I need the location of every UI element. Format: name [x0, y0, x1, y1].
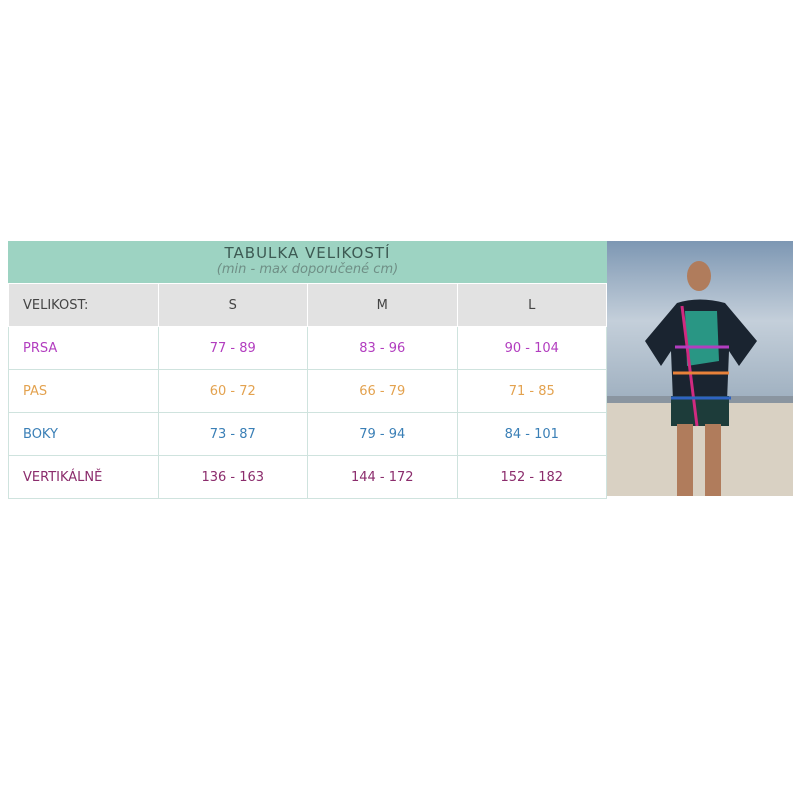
cell: 136 - 163	[157, 455, 308, 499]
cell: 84 - 101	[456, 412, 607, 456]
row-label: VERTIKÁLNĚ	[8, 455, 159, 499]
table-row: PAS 60 - 72 66 - 79 71 - 85	[8, 369, 607, 413]
size-table: VELIKOST: S M L PRSA 77 - 89 83 - 96 90 …	[8, 283, 607, 499]
cell: 66 - 79	[307, 369, 458, 413]
cell: 83 - 96	[307, 326, 458, 370]
cell: 79 - 94	[307, 412, 458, 456]
size-chart-title: TABULKA VELIKOSTÍ	[224, 244, 391, 262]
row-label: BOKY	[8, 412, 159, 456]
row-label: PAS	[8, 369, 159, 413]
vertical-measure-line	[680, 305, 699, 427]
row-label: PRSA	[8, 326, 159, 370]
model-figure	[645, 261, 757, 496]
table-row: BOKY 73 - 87 79 - 94 84 - 101	[8, 412, 607, 456]
cell: 71 - 85	[456, 369, 607, 413]
cell: 152 - 182	[456, 455, 607, 499]
size-chart-header: TABULKA VELIKOSTÍ (min - max doporučené …	[8, 241, 607, 283]
table-row: VERTIKÁLNĚ 136 - 163 144 - 172 152 - 182	[8, 455, 607, 499]
model-measurement-photo	[607, 241, 793, 496]
size-header-s: S	[157, 283, 308, 327]
size-chart-subtitle: (min - max doporučené cm)	[216, 262, 399, 277]
table-row: PRSA 77 - 89 83 - 96 90 - 104	[8, 326, 607, 370]
size-header-m: M	[307, 283, 458, 327]
cell: 90 - 104	[456, 326, 607, 370]
cell: 60 - 72	[157, 369, 308, 413]
cell: 73 - 87	[157, 412, 308, 456]
size-header-l: L	[456, 283, 607, 327]
size-header-row: VELIKOST: S M L	[8, 283, 607, 327]
cell: 144 - 172	[307, 455, 458, 499]
cell: 77 - 89	[157, 326, 308, 370]
size-header-label: VELIKOST:	[8, 283, 159, 327]
size-chart: TABULKA VELIKOSTÍ (min - max doporučené …	[8, 241, 607, 499]
